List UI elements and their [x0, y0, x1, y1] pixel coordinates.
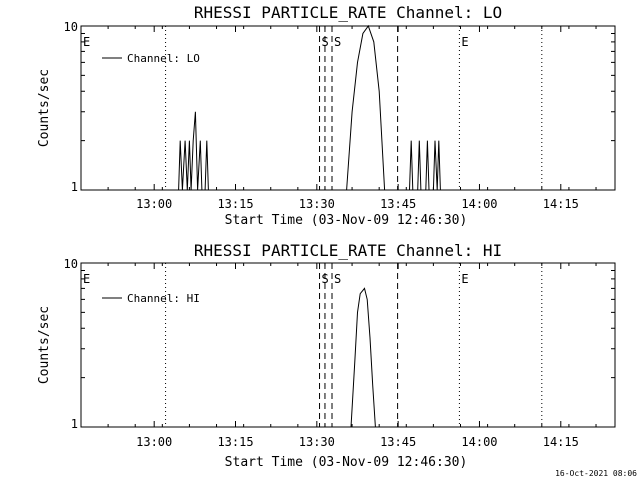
y-tick-label-top: 10 — [64, 257, 78, 271]
chart-title: RHESSI PARTICLE_RATE Channel: HI — [194, 241, 502, 260]
event-marker-label: E — [83, 272, 90, 286]
x-tick-label: 13:15 — [217, 435, 253, 449]
x-axis-label: Start Time (03-Nov-09 12:46:30) — [225, 213, 468, 228]
legend-label: Channel: HI — [127, 292, 200, 305]
y-tick-label-bottom: 1 — [71, 417, 78, 431]
x-tick-label: 13:45 — [380, 197, 416, 211]
event-marker-label: E — [461, 35, 468, 49]
y-tick-label-bottom: 1 — [71, 180, 78, 194]
legend-label: Channel: LO — [127, 52, 200, 65]
timestamp-footer: 16-Oct-2021 08:06 — [555, 469, 637, 478]
event-marker-label: E — [83, 35, 90, 49]
x-tick-label: 14:00 — [461, 435, 497, 449]
plot-frame — [80, 25, 616, 191]
x-tick-label: 13:00 — [136, 435, 172, 449]
plot-frame — [80, 262, 616, 428]
x-tick-label: 14:15 — [543, 197, 579, 211]
x-tick-label: 14:00 — [461, 197, 497, 211]
x-tick-label: 14:15 — [543, 435, 579, 449]
event-markers: ESSE — [83, 26, 543, 190]
series-line — [350, 287, 376, 428]
x-tick-label: 13:15 — [217, 197, 253, 211]
x-tick-label: 13:45 — [380, 435, 416, 449]
event-marker-label: S — [334, 35, 341, 49]
x-tick-label: 13:00 — [136, 197, 172, 211]
x-tick-label: 13:30 — [299, 435, 335, 449]
series-layer — [178, 24, 441, 191]
y-axis-label: Counts/sec — [37, 306, 52, 384]
x-ticks: 13:00 13:15 13:30 13:45 14:00 14:15 — [80, 263, 615, 449]
event-marker-label: S — [334, 272, 341, 286]
chart-panel-lo: RHESSI PARTICLE_RATE Channel: LO 10 1 Co… — [37, 3, 616, 228]
chart-panel-hi: RHESSI PARTICLE_RATE Channel: HI 10 1 Co… — [37, 241, 616, 470]
y-axis-label: Counts/sec — [37, 69, 52, 147]
x-axis-label: Start Time (03-Nov-09 12:46:30) — [225, 455, 468, 470]
series-line — [178, 24, 441, 191]
chart-title: RHESSI PARTICLE_RATE Channel: LO — [194, 3, 502, 22]
x-tick-label: 13:30 — [299, 197, 335, 211]
event-marker-label: E — [461, 272, 468, 286]
x-ticks: 13:00 13:15 13:30 13:45 14:00 14:15 — [80, 26, 615, 211]
event-markers: ESSE — [83, 263, 543, 427]
y-tick-label-top: 10 — [64, 20, 78, 34]
series-layer — [350, 287, 376, 428]
